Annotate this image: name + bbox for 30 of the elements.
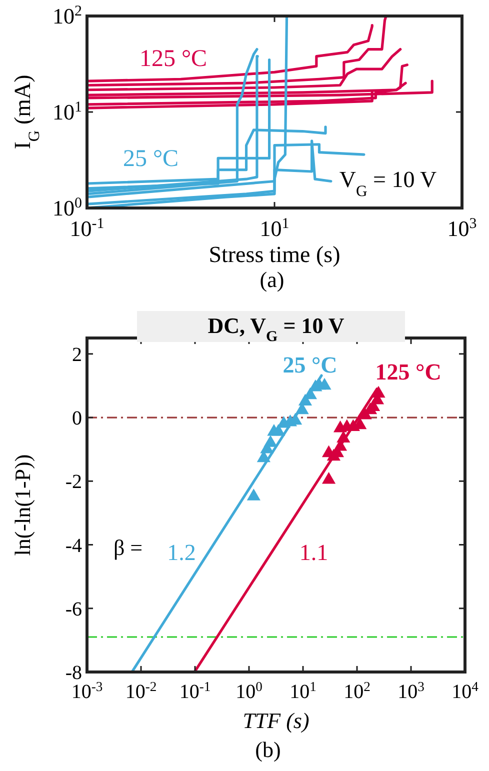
annotation: V$_{G}$ = 10 V [339,167,438,200]
x-tick-label: 10$^{1}$ [260,216,290,241]
y-tick-label: 10$^{1}$ [52,100,82,125]
series-label: 1.2 [167,540,196,565]
y-tick-label: -4 [65,534,82,557]
y-tick-label: -2 [65,471,82,494]
y-tick-label: 2 [72,344,82,366]
series-label: 1.1 [299,540,328,565]
x-axis-title: Stress time (s) [208,242,340,267]
y-axis-title: ln(-ln(1-P)) [10,454,35,556]
series-label: 125 °C [139,46,208,72]
x-tick-label: 10$^{-1}$ [179,678,211,703]
chart-title: DC, V$_{G}$ = 10 V [208,313,344,345]
y-tick-label: -6 [65,598,82,620]
text: (b) [255,737,281,762]
y-tick-label: 0 [72,408,82,430]
series-label: 25 °C [282,352,338,378]
x-tick-label: 10$^{1}$ [290,678,316,703]
y-tick-label: 10$^{2}$ [52,4,82,29]
x-tick-label: 10$^{3}$ [398,678,425,703]
x-tick-label: 10$^{-2}$ [125,678,157,703]
annotation: β = [113,535,143,560]
x-tick-label: 10$^{4}$ [452,678,479,703]
series-label: 25 °C [122,146,179,172]
x-tick-label: 10$^{3}$ [447,216,477,241]
x-axis-title: TTF (s) [242,708,310,733]
series-label: 125 °C [375,359,442,384]
x-tick-label: 10$^{2}$ [344,678,371,703]
text: (a) [260,267,284,292]
x-tick-label: 10$^{0}$ [236,678,263,703]
